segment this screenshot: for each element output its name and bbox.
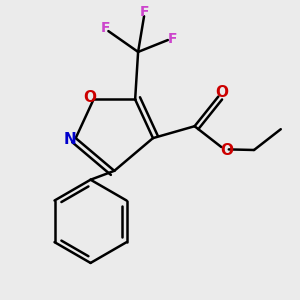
- Text: N: N: [64, 132, 77, 147]
- Text: F: F: [167, 32, 177, 46]
- Text: O: O: [220, 143, 233, 158]
- Text: F: F: [139, 5, 149, 19]
- Text: O: O: [215, 85, 228, 100]
- Text: O: O: [83, 91, 97, 106]
- Text: F: F: [101, 21, 110, 35]
